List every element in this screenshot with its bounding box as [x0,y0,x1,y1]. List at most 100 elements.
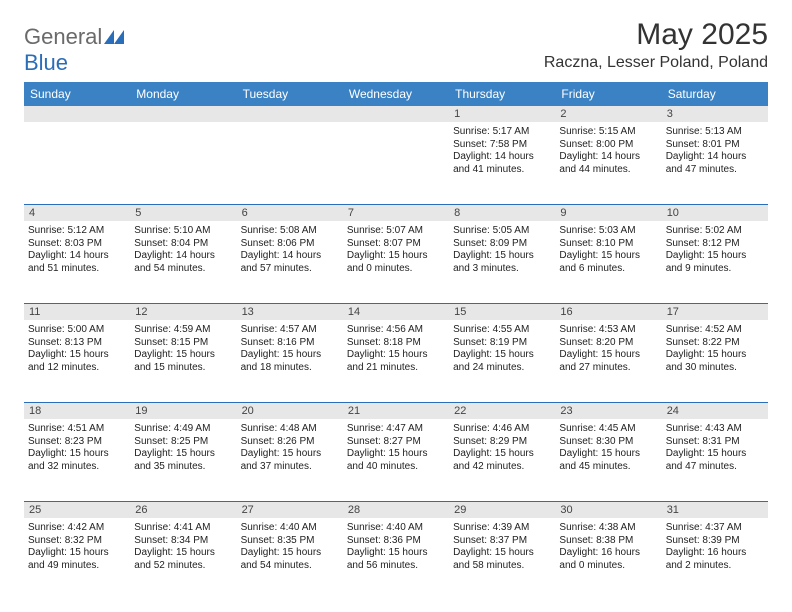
day-details: Sunrise: 4:52 AMSunset: 8:22 PMDaylight:… [666,324,764,374]
day-line: Sunrise: 5:07 AM [347,225,445,238]
day-cell: Sunrise: 5:08 AMSunset: 8:06 PMDaylight:… [237,221,343,303]
day-line: Sunrise: 5:17 AM [453,126,551,139]
day-cell: Sunrise: 4:38 AMSunset: 8:38 PMDaylight:… [555,518,661,600]
day-line: and 41 minutes. [453,164,551,177]
day-line: Daylight: 15 hours [28,448,126,461]
day-cell: Sunrise: 4:37 AMSunset: 8:39 PMDaylight:… [662,518,768,600]
day-details: Sunrise: 5:03 AMSunset: 8:10 PMDaylight:… [559,225,657,275]
day-line: Sunrise: 4:47 AM [347,423,445,436]
day-details: Sunrise: 4:37 AMSunset: 8:39 PMDaylight:… [666,522,764,572]
day-number-row: 25262728293031 [24,501,768,518]
day-number: 8 [449,205,555,221]
day-line: Sunrise: 4:39 AM [453,522,551,535]
day-cell: Sunrise: 4:55 AMSunset: 8:19 PMDaylight:… [449,320,555,402]
day-line: Daylight: 16 hours [559,547,657,560]
day-details: Sunrise: 5:17 AMSunset: 7:58 PMDaylight:… [453,126,551,176]
day-line: Sunrise: 4:53 AM [559,324,657,337]
day-line: and 58 minutes. [453,560,551,573]
day-line: and 44 minutes. [559,164,657,177]
day-line: Daylight: 15 hours [559,250,657,263]
day-line: Sunrise: 4:38 AM [559,522,657,535]
day-line: Sunset: 8:06 PM [241,238,339,251]
day-cell: Sunrise: 5:17 AMSunset: 7:58 PMDaylight:… [449,122,555,204]
day-line: Sunrise: 4:40 AM [241,522,339,535]
day-line: and 18 minutes. [241,362,339,375]
day-line: Sunset: 8:19 PM [453,337,551,350]
day-line: Sunrise: 4:51 AM [28,423,126,436]
day-line: Sunset: 8:37 PM [453,535,551,548]
day-number: 4 [24,205,130,221]
day-cell: Sunrise: 5:07 AMSunset: 8:07 PMDaylight:… [343,221,449,303]
day-line: Sunrise: 5:13 AM [666,126,764,139]
logo-word-2: Blue [24,50,68,75]
day-line: Sunrise: 5:12 AM [28,225,126,238]
day-line: and 35 minutes. [134,461,232,474]
day-number: 9 [555,205,661,221]
day-line: Daylight: 15 hours [453,250,551,263]
day-of-week-header: SundayMondayTuesdayWednesdayThursdayFrid… [24,82,768,106]
day-number-row: 45678910 [24,204,768,221]
day-details: Sunrise: 4:40 AMSunset: 8:36 PMDaylight:… [347,522,445,572]
dow-cell: Saturday [662,82,768,106]
day-line: and 24 minutes. [453,362,551,375]
day-cell [237,122,343,204]
logo: General Blue [24,24,124,76]
logo-word-1: General [24,24,102,49]
day-cell: Sunrise: 4:40 AMSunset: 8:35 PMDaylight:… [237,518,343,600]
day-details: Sunrise: 4:48 AMSunset: 8:26 PMDaylight:… [241,423,339,473]
day-number: 17 [662,304,768,320]
day-line: Sunset: 8:39 PM [666,535,764,548]
week-row: Sunrise: 4:42 AMSunset: 8:32 PMDaylight:… [24,518,768,600]
day-line: Daylight: 15 hours [666,349,764,362]
day-number [237,106,343,122]
day-number: 14 [343,304,449,320]
day-line: Sunset: 8:03 PM [28,238,126,251]
weeks-container: 123Sunrise: 5:17 AMSunset: 7:58 PMDaylig… [24,106,768,600]
day-line: Sunset: 8:15 PM [134,337,232,350]
day-line: Daylight: 14 hours [666,151,764,164]
dow-cell: Monday [130,82,236,106]
day-line: Sunset: 8:35 PM [241,535,339,548]
day-number: 27 [237,502,343,518]
day-line: Sunrise: 4:48 AM [241,423,339,436]
day-cell: Sunrise: 4:56 AMSunset: 8:18 PMDaylight:… [343,320,449,402]
day-line: Daylight: 15 hours [134,547,232,560]
dow-cell: Thursday [449,82,555,106]
day-number: 28 [343,502,449,518]
day-details: Sunrise: 4:59 AMSunset: 8:15 PMDaylight:… [134,324,232,374]
day-line: Sunrise: 5:03 AM [559,225,657,238]
day-cell: Sunrise: 4:49 AMSunset: 8:25 PMDaylight:… [130,419,236,501]
day-number: 1 [449,106,555,122]
day-cell: Sunrise: 5:02 AMSunset: 8:12 PMDaylight:… [662,221,768,303]
day-line: Sunset: 8:10 PM [559,238,657,251]
day-details: Sunrise: 4:39 AMSunset: 8:37 PMDaylight:… [453,522,551,572]
day-line: Sunset: 8:07 PM [347,238,445,251]
day-line: Sunset: 8:18 PM [347,337,445,350]
day-line: Daylight: 15 hours [559,349,657,362]
day-number: 10 [662,205,768,221]
day-details: Sunrise: 5:02 AMSunset: 8:12 PMDaylight:… [666,225,764,275]
day-number: 5 [130,205,236,221]
day-line: Daylight: 15 hours [559,448,657,461]
week-row: Sunrise: 5:00 AMSunset: 8:13 PMDaylight:… [24,320,768,402]
day-line: Sunset: 8:23 PM [28,436,126,449]
day-number-row: 11121314151617 [24,303,768,320]
day-details: Sunrise: 5:15 AMSunset: 8:00 PMDaylight:… [559,126,657,176]
day-line: Sunset: 8:25 PM [134,436,232,449]
day-line: Sunset: 8:04 PM [134,238,232,251]
day-cell [24,122,130,204]
day-line: and 15 minutes. [134,362,232,375]
day-line: Sunset: 8:32 PM [28,535,126,548]
day-line: Daylight: 15 hours [453,547,551,560]
day-line: and 56 minutes. [347,560,445,573]
day-line: Daylight: 15 hours [347,448,445,461]
day-line: Sunset: 8:27 PM [347,436,445,449]
day-line: Daylight: 14 hours [28,250,126,263]
day-line: and 45 minutes. [559,461,657,474]
day-number: 11 [24,304,130,320]
day-cell: Sunrise: 4:40 AMSunset: 8:36 PMDaylight:… [343,518,449,600]
day-cell: Sunrise: 4:41 AMSunset: 8:34 PMDaylight:… [130,518,236,600]
day-line: Daylight: 14 hours [241,250,339,263]
day-details: Sunrise: 4:56 AMSunset: 8:18 PMDaylight:… [347,324,445,374]
day-number: 3 [662,106,768,122]
